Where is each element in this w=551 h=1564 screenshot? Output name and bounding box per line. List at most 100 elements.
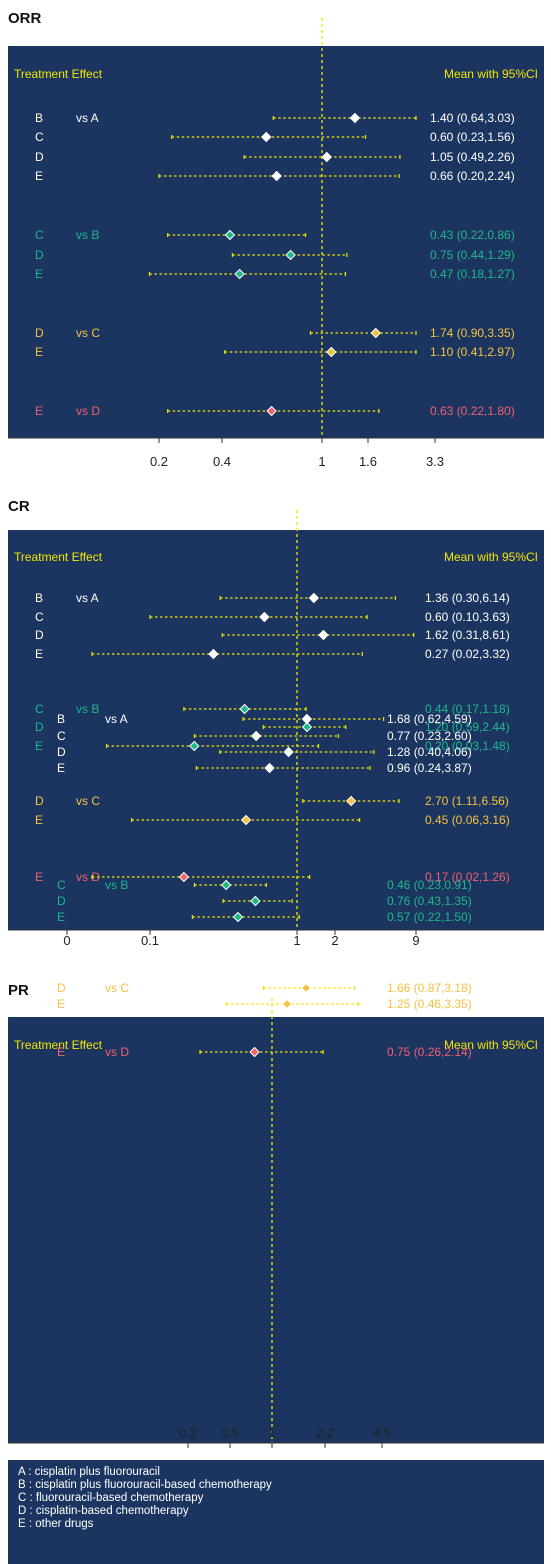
row-comparator-label: vs C [105, 981, 129, 995]
row-value-text: 0.77 (0.23,2.60) [387, 729, 472, 743]
row-treatment-label: B [35, 111, 43, 125]
mean-point [326, 346, 337, 358]
row-treatment-label: B [35, 591, 43, 605]
x-tick-label: 0.2 [179, 1425, 197, 1440]
x-tick-label: 1 [268, 1425, 275, 1440]
mean-point [232, 911, 244, 923]
row-treatment-label: C [35, 228, 44, 242]
mean-point [239, 703, 250, 715]
mean-point [370, 327, 381, 339]
row-comparator-label: vs D [76, 404, 100, 418]
x-tick-label: 0.1 [141, 933, 159, 948]
mean-point [300, 982, 312, 994]
x-tick-label: 4.5 [373, 1425, 391, 1440]
row-treatment-label: D [35, 720, 44, 734]
row-comparator-label: vs B [76, 702, 99, 716]
mean-point [308, 592, 320, 604]
row-treatment-label: E [35, 169, 43, 183]
header-mean-ci: Mean with 95%CI [444, 550, 538, 564]
row-value-text: 1.10 (0.41,2.97) [430, 345, 515, 359]
x-tick-label: 0 [63, 933, 70, 948]
x-tick-label: 0.4 [213, 454, 231, 469]
mean-point [301, 721, 313, 733]
plot-background [8, 1017, 544, 1443]
mean-point [345, 795, 357, 807]
row-treatment-label: C [57, 878, 66, 892]
row-treatment-label: E [35, 870, 43, 884]
treatment-legend: A : cisplatin plus fluorouracil B : cisp… [8, 1460, 544, 1564]
row-value-text: 0.47 (0.18,1.27) [430, 267, 515, 281]
x-tick-label: 0.2 [150, 454, 168, 469]
mean-point [240, 814, 252, 826]
row-value-text: 0.66 (0.20,2.24) [430, 169, 515, 183]
row-comparator-label: vs D [76, 870, 100, 884]
row-value-text: 1.74 (0.90,3.35) [430, 326, 515, 340]
mean-point [234, 268, 245, 280]
mean-point [301, 713, 313, 725]
row-treatment-label: D [57, 745, 66, 759]
row-value-text: 0.96 (0.24,3.87) [387, 761, 472, 775]
mean-point [249, 1046, 260, 1058]
row-value-text: 0.63 (0.22,1.80) [430, 404, 515, 418]
row-treatment-label: E [35, 345, 43, 359]
mean-point [281, 998, 293, 1010]
mean-point [349, 112, 361, 124]
row-treatment-label: D [35, 628, 44, 642]
mean-point [250, 730, 262, 742]
mean-point [321, 151, 332, 163]
row-value-text: 1.40 (0.64,3.03) [430, 111, 515, 125]
forest-plot-cr: Treatment Effect Mean with 95%CI 0 0.1 1 2 9 B v… [8, 510, 544, 948]
row-value-text: 0.75 (0.26,2.14) [387, 1045, 472, 1059]
row-value-text: 1.62 (0.31,8.61) [425, 628, 510, 642]
mean-point [178, 871, 190, 883]
row-comparator-label: vs B [105, 878, 128, 892]
row-treatment-label: E [35, 647, 43, 661]
chart-title-orr: ORR [8, 10, 42, 27]
row-value-text: 2.70 (1.11,6.56) [425, 794, 509, 808]
row-comparator-label: vs A [76, 111, 99, 125]
mean-point [283, 746, 294, 758]
header-treatment-effect: Treatment Effect [14, 550, 103, 564]
mean-point [285, 249, 296, 261]
row-value-text: 0.27 (0.02,3.32) [425, 647, 510, 661]
x-tick-label: 1.6 [359, 454, 377, 469]
row-value-text: 0.17 (0.02,1.26) [425, 870, 510, 884]
row-value-text: 1.36 (0.30,6.14) [425, 591, 510, 605]
row-treatment-label: D [57, 981, 66, 995]
row-comparator-label: vs D [105, 1045, 129, 1059]
row-treatment-label: E [35, 404, 43, 418]
row-value-text: 0.57 (0.22,1.50) [387, 910, 472, 924]
row-value-text: 0.20 (0.03,1.48) [425, 739, 510, 753]
row-comparator-label: vs A [105, 712, 128, 726]
legend-line-e: E : other drugs [18, 1518, 94, 1530]
x-tick-label: 2.2 [316, 1425, 334, 1440]
plot-background [8, 530, 544, 930]
header-mean-ci: Mean with 95%CI [444, 67, 538, 81]
mean-point [259, 611, 270, 623]
row-treatment-label: C [35, 702, 44, 716]
chart-title-cr: CR [8, 498, 30, 515]
header-treatment-effect: Treatment Effect [14, 67, 103, 81]
row-value-text: 1.68 (0.62,4.59) [387, 712, 472, 726]
row-comparator-label: vs C [76, 326, 100, 340]
mean-point [261, 131, 272, 143]
row-treatment-label: E [35, 813, 43, 827]
row-value-text: 0.75 (0.44,1.29) [430, 248, 515, 262]
row-treatment-label: D [35, 326, 44, 340]
row-value-text: 1.66 (0.87,3.18) [387, 981, 472, 995]
row-comparator-label: vs C [76, 794, 100, 808]
forest-plot-orr: Treatment Effect Mean with 95%CI 0.2 0.4 1 1.… [8, 18, 544, 469]
row-treatment-label: C [57, 729, 66, 743]
header-mean-ci: Mean with 95%CI [444, 1038, 538, 1052]
row-treatment-label: D [57, 894, 66, 908]
row-value-text: 1.05 (0.49,2.26) [430, 150, 515, 164]
row-treatment-label: C [35, 130, 44, 144]
row-value-text: 1.25 (0.46,3.35) [387, 997, 472, 1011]
row-treatment-label: D [35, 794, 44, 808]
mean-point [264, 762, 275, 774]
row-treatment-label: E [57, 1045, 65, 1059]
row-value-text: 1.28 (0.40,4.06) [387, 745, 472, 759]
row-comparator-label: vs B [76, 228, 99, 242]
mean-point [318, 629, 329, 641]
plot-background [8, 46, 544, 438]
